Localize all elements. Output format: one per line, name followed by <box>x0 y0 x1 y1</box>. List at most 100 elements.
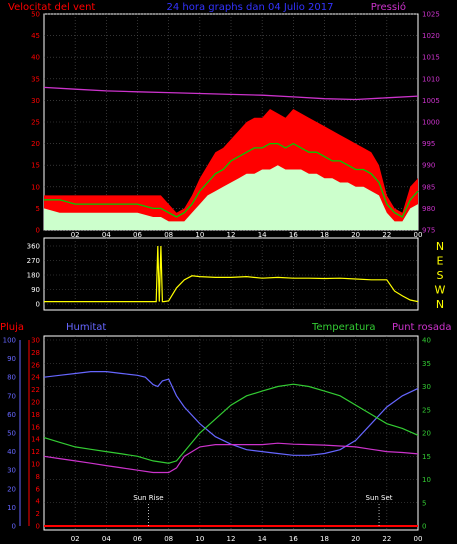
wind-xtick-00: 00 <box>414 231 423 239</box>
hum-xtick-06: 06 <box>133 535 142 543</box>
dewpoint-label: Punt rosada <box>392 322 451 333</box>
rain-tick-26: 26 <box>31 361 40 369</box>
wind-avg-line <box>44 142 419 218</box>
hum-tick-80: 80 <box>7 374 16 382</box>
pressure-tick-985: 985 <box>422 183 435 191</box>
wind-xtick-22: 22 <box>382 231 391 239</box>
wind-tick-45: 45 <box>31 32 40 40</box>
wind-tick-10: 10 <box>31 183 40 191</box>
pressure-tick-1000: 1000 <box>422 119 440 127</box>
temp-tick-20: 20 <box>422 430 431 438</box>
pressure-line <box>43 86 419 101</box>
rain-tick-30: 30 <box>31 337 40 345</box>
wind-tick-30: 30 <box>31 97 40 105</box>
temp-tick-5: 5 <box>422 499 426 507</box>
rain-label: Pluja <box>0 322 24 333</box>
temp-tick-40: 40 <box>422 337 431 345</box>
rain-tick-16: 16 <box>31 423 40 431</box>
wind-xtick-04: 04 <box>102 231 111 239</box>
wind-xtick-18: 18 <box>320 231 329 239</box>
temp-tick-35: 35 <box>422 360 431 368</box>
wind-xtick-10: 10 <box>195 231 204 239</box>
humidity-label: Humitat <box>66 322 106 333</box>
compass-S-2: S <box>437 269 444 282</box>
wind-tick-20: 20 <box>31 140 40 148</box>
rain-tick-2: 2 <box>36 510 40 518</box>
rain-tick-12: 12 <box>31 448 40 456</box>
wind-tick-5: 5 <box>36 205 40 213</box>
temp-tick-10: 10 <box>422 476 431 484</box>
hum-tick-30: 30 <box>7 467 16 475</box>
wind-xtick-14: 14 <box>258 231 267 239</box>
rain-tick-4: 4 <box>36 498 41 506</box>
rain-tick-0: 0 <box>36 523 40 531</box>
hum-xtick-20: 20 <box>351 535 360 543</box>
direction-line <box>44 245 419 303</box>
sunset-label: Sun Set <box>366 494 393 502</box>
wind-xtick-20: 20 <box>351 231 360 239</box>
rain-tick-8: 8 <box>36 473 40 481</box>
chart-title: 24 hora graphs dan 04 Julio 2017 <box>167 2 334 13</box>
pressure-tick-1025: 1025 <box>422 11 440 19</box>
hum-xtick-08: 08 <box>164 535 173 543</box>
dir-tick-90: 90 <box>31 286 40 294</box>
pressure-label: Pressió <box>371 1 406 13</box>
rain-tick-18: 18 <box>31 411 40 419</box>
temperature-label: Temperatura <box>311 322 376 333</box>
rain-tick-6: 6 <box>36 485 41 493</box>
temp-tick-25: 25 <box>422 406 431 414</box>
hum-xtick-02: 02 <box>71 535 80 543</box>
hum-xtick-10: 10 <box>195 535 204 543</box>
wind-xtick-06: 06 <box>133 231 142 239</box>
hum-tick-50: 50 <box>7 430 16 438</box>
wind-tick-50: 50 <box>31 11 40 19</box>
compass-E-3: E <box>437 255 444 268</box>
dir-tick-0: 0 <box>36 301 40 309</box>
hum-tick-20: 20 <box>7 485 16 493</box>
dewpoint-line <box>43 442 419 474</box>
wind-tick-40: 40 <box>31 54 40 62</box>
wind-xtick-08: 08 <box>164 231 173 239</box>
wind-low-area <box>44 165 418 230</box>
wind-tick-35: 35 <box>31 75 40 83</box>
rain-tick-10: 10 <box>31 461 40 469</box>
hum-xtick-14: 14 <box>258 535 267 543</box>
hum-xtick-18: 18 <box>320 535 329 543</box>
compass-N-0: N <box>436 298 444 311</box>
hum-tick-10: 10 <box>7 504 16 512</box>
hum-xtick-12: 12 <box>227 535 236 543</box>
rain-tick-22: 22 <box>31 386 40 394</box>
pressure-tick-1020: 1020 <box>422 32 440 40</box>
hum-xtick-04: 04 <box>102 535 111 543</box>
wind-tick-15: 15 <box>31 162 40 170</box>
wind-tick-0: 0 <box>36 227 40 235</box>
rain-tick-28: 28 <box>31 349 40 357</box>
dir-tick-270: 270 <box>27 257 40 265</box>
hum-tick-70: 70 <box>7 392 16 400</box>
pressure-tick-1010: 1010 <box>422 75 440 83</box>
rain-tick-20: 20 <box>31 399 40 407</box>
temp-tick-0: 0 <box>422 523 426 531</box>
pressure-tick-995: 995 <box>422 140 435 148</box>
pressure-tick-980: 980 <box>422 205 435 213</box>
wind-xtick-16: 16 <box>289 231 298 239</box>
dir-tick-180: 180 <box>27 272 40 280</box>
wind-xtick-02: 02 <box>71 231 80 239</box>
compass-N-4: N <box>436 240 444 253</box>
hum-tick-0: 0 <box>12 523 16 531</box>
pressure-tick-1015: 1015 <box>422 54 440 62</box>
temperature-line <box>43 383 419 464</box>
rain-tick-14: 14 <box>31 436 40 444</box>
hum-xtick-16: 16 <box>289 535 298 543</box>
hum-xtick-00: 00 <box>414 535 423 543</box>
rain-tick-24: 24 <box>31 374 40 382</box>
hum-tick-40: 40 <box>7 448 16 456</box>
pressure-tick-990: 990 <box>422 162 435 170</box>
pressure-tick-1005: 1005 <box>422 97 440 105</box>
dir-tick-360: 360 <box>27 243 40 251</box>
sunrise-label: Sun Rise <box>133 494 163 502</box>
temp-tick-30: 30 <box>422 383 431 391</box>
compass-W-1: W <box>435 284 446 297</box>
hum-tick-90: 90 <box>7 355 16 363</box>
